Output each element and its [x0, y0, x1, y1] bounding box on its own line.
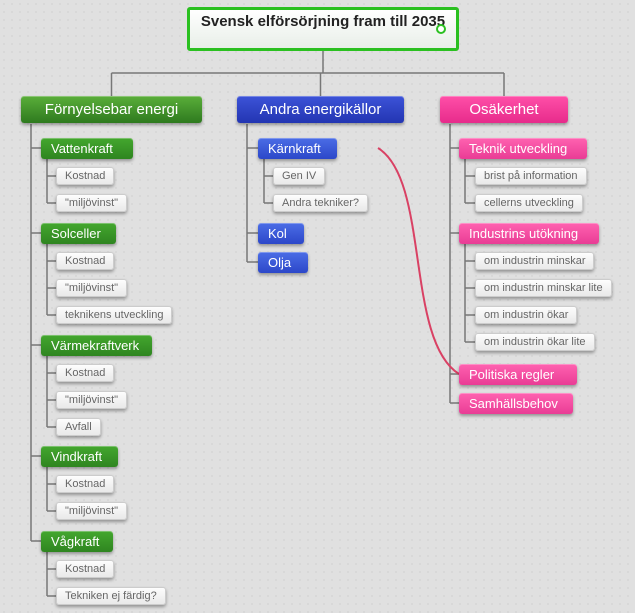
leaf-green-3-0[interactable]: Kostnad — [56, 475, 114, 493]
sub-blue-1[interactable]: Kol — [258, 223, 304, 244]
leaf-green-0-1[interactable]: "miljövinst" — [56, 194, 127, 212]
leaf-green-4-0[interactable]: Kostnad — [56, 560, 114, 578]
sub-pink-0[interactable]: Teknik utveckling — [459, 138, 587, 159]
root-toggle-icon[interactable] — [436, 24, 446, 34]
leaf-pink-1-2[interactable]: om industrin ökar — [475, 306, 577, 324]
leaf-pink-1-0[interactable]: om industrin minskar — [475, 252, 594, 270]
branch-green[interactable]: Förnyelsebar energi — [21, 96, 202, 123]
sub-pink-1[interactable]: Industrins utökning — [459, 223, 599, 244]
leaf-green-1-0[interactable]: Kostnad — [56, 252, 114, 270]
leaf-pink-0-0[interactable]: brist på information — [475, 167, 587, 185]
sub-green-1[interactable]: Solceller — [41, 223, 116, 244]
sub-green-0[interactable]: Vattenkraft — [41, 138, 133, 159]
leaf-blue-0-1[interactable]: Andra tekniker? — [273, 194, 368, 212]
leaf-green-1-1[interactable]: "miljövinst" — [56, 279, 127, 297]
leaf-pink-1-1[interactable]: om industrin minskar lite — [475, 279, 612, 297]
leaf-pink-0-1[interactable]: cellerns utveckling — [475, 194, 583, 212]
leaf-green-0-0[interactable]: Kostnad — [56, 167, 114, 185]
leaf-green-2-2[interactable]: Avfall — [56, 418, 101, 436]
sub-green-4[interactable]: Vågkraft — [41, 531, 113, 552]
sub-pink-3[interactable]: Samhällsbehov — [459, 393, 573, 414]
leaf-green-3-1[interactable]: "miljövinst" — [56, 502, 127, 520]
branch-blue[interactable]: Andra energikällor — [237, 96, 404, 123]
root-node: Svensk elförsörjning fram till 2035 — [187, 7, 459, 51]
leaf-green-2-1[interactable]: "miljövinst" — [56, 391, 127, 409]
leaf-green-1-2[interactable]: teknikens utveckling — [56, 306, 172, 324]
leaf-green-2-0[interactable]: Kostnad — [56, 364, 114, 382]
sub-blue-0[interactable]: Kärnkraft — [258, 138, 337, 159]
sub-pink-2[interactable]: Politiska regler — [459, 364, 577, 385]
root-title: Svensk elförsörjning fram till 2035 — [201, 13, 445, 30]
leaf-green-4-1[interactable]: Tekniken ej färdig? — [56, 587, 166, 605]
sub-green-3[interactable]: Vindkraft — [41, 446, 118, 467]
branch-pink[interactable]: Osäkerhet — [440, 96, 568, 123]
sub-blue-2[interactable]: Olja — [258, 252, 308, 273]
leaf-blue-0-0[interactable]: Gen IV — [273, 167, 325, 185]
sub-green-2[interactable]: Värmekraftverk — [41, 335, 152, 356]
leaf-pink-1-3[interactable]: om industrin ökar lite — [475, 333, 595, 351]
